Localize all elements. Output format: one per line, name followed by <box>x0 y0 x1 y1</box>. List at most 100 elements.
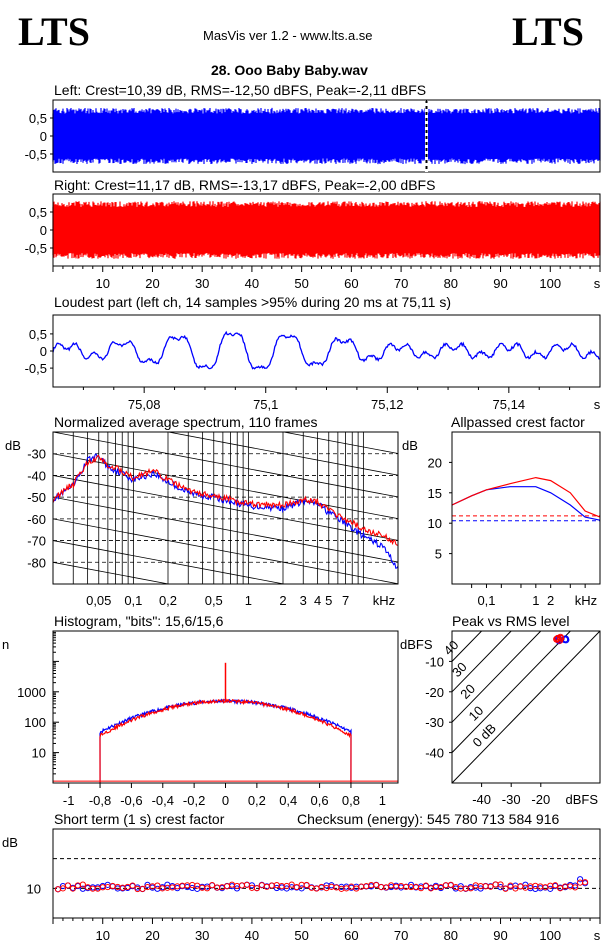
logo-right: LTS <box>512 9 584 54</box>
spectrum-ytick-label: -30 <box>27 447 46 462</box>
peak-vs-rms-ylabel: dBFS <box>400 637 433 652</box>
peak-vs-rms-xtick-label: -30 <box>502 792 521 807</box>
peak-vs-rms-xtick-label: -20 <box>531 792 550 807</box>
loudest-part-xtick-label: 75,14 <box>493 397 526 412</box>
spectrum-ytick-label: -80 <box>27 555 46 570</box>
short-term-point-right <box>492 881 499 888</box>
short-term-point-right <box>293 883 300 891</box>
peak-vs-rms-diagonals <box>451 630 601 784</box>
histogram-xtick-label: -0,6 <box>120 793 142 808</box>
short-term-point-right <box>577 879 584 886</box>
histogram-title: Histogram, "bits": 15,6/15,6 <box>54 613 224 629</box>
short-term-point-right <box>517 883 524 890</box>
short-term-point-right <box>373 881 380 889</box>
short-term-point-right <box>507 882 514 889</box>
short-term-point-left <box>577 876 584 883</box>
short-term-point-right <box>547 882 554 889</box>
allpassed-xtick-label: 0,1 <box>477 593 495 608</box>
spectrum-diagonal <box>397 432 398 433</box>
short-term-point-right <box>54 886 62 893</box>
spectrum-xtick-label: 0,05 <box>86 593 111 608</box>
right-waveform-xtick-label: 80 <box>444 276 458 291</box>
spectrum-xtick-label: 0,2 <box>159 593 177 608</box>
short-term-point-right <box>238 882 246 889</box>
allpassed-series-right <box>451 476 601 518</box>
short-term-point-right <box>253 885 260 892</box>
spectrum-diagonal <box>53 561 171 584</box>
short-term-point-right <box>447 881 454 888</box>
left-waveform-ytick-label: 0,5 <box>29 111 47 126</box>
short-term-point-right <box>69 885 76 892</box>
short-term-point-right <box>383 884 390 891</box>
allpassed-xtick-label: 1 <box>532 593 539 608</box>
histogram-ytick-label: 100 <box>24 715 46 730</box>
loudest-part-title: Loudest part (left ch, 14 samples >95% d… <box>54 294 452 310</box>
short-term-point-right <box>268 882 275 889</box>
short-term-point-right <box>442 882 449 889</box>
histogram-xtick-label: -0,8 <box>89 793 111 808</box>
short-term-point-right <box>298 881 305 888</box>
right-waveform-xtick-label: 50 <box>294 276 308 291</box>
spectrum-diagonal <box>53 496 398 563</box>
histogram-ylabel: n <box>2 637 9 652</box>
short-term-point-right <box>139 885 146 892</box>
short-term-point-right <box>482 883 489 890</box>
spectrum-xtick-label: 0,1 <box>124 593 142 608</box>
allpassed-ytick-label: 5 <box>435 547 442 562</box>
peak-vs-rms-xtick-label: -40 <box>472 792 491 807</box>
loudest-part-ytick-label: 0 <box>40 344 47 359</box>
spectrum-xtick-label: 5 <box>325 593 332 608</box>
short-term-point-right <box>497 881 504 888</box>
checksum-readout: Checksum (energy): 545 780 713 584 916 <box>297 811 560 827</box>
short-term-point-right <box>487 883 494 890</box>
short-term-point-right <box>194 882 201 889</box>
allpassed-ytick-label: 15 <box>428 486 442 501</box>
spectrum-xtick-label: 0,5 <box>205 593 223 608</box>
spectrum-xtick-label: 7 <box>342 593 349 608</box>
histogram-xtick-label: 0,8 <box>342 793 360 808</box>
spectrum-title: Normalized average spectrum, 110 frames <box>54 414 318 430</box>
short-term-point-right <box>223 883 231 890</box>
peak-vs-rms-diagonal <box>451 630 601 784</box>
histogram-frame <box>52 630 399 784</box>
allpassed-xtick-label: kHz <box>575 593 597 608</box>
short-term-ytick-label: 10 <box>27 881 41 896</box>
right-waveform-xtick-label: 30 <box>195 276 209 291</box>
left-waveform-title: Left: Crest=10,39 dB, RMS=-12,50 dBFS, P… <box>54 82 427 98</box>
spectrum-diagonal <box>53 606 398 671</box>
allpassed-ylabel: dB <box>402 438 418 453</box>
file-title: 28. Ooo Baby Baby.wav <box>211 62 368 78</box>
short-term-frame <box>52 828 601 919</box>
allpassed-crest-title: Allpassed crest factor <box>451 414 585 430</box>
spectrum-diagonal <box>53 432 398 498</box>
loudest-part-xtick-label: 75,08 <box>128 397 161 412</box>
short-term-point-right <box>552 882 559 889</box>
loudest-part-xtick-label: s <box>594 397 601 412</box>
right-waveform-xtick-label: 100 <box>539 276 561 291</box>
right-waveform-xtick-label: 70 <box>394 276 408 291</box>
short-term-point-right <box>204 885 211 892</box>
short-term-point-right <box>572 884 579 891</box>
histogram-xtick-label: 0,6 <box>311 793 329 808</box>
short-term-point-right <box>64 882 72 889</box>
histogram-series-right <box>99 698 352 784</box>
short-term-point-right <box>154 882 161 889</box>
spectrum-ytick-label: -70 <box>27 534 46 549</box>
allpassed-xtick-label: 2 <box>547 593 554 608</box>
loudest-part-xtick-label: 75,1 <box>253 397 278 412</box>
left-waveform-ytick-label: -0,5 <box>25 147 47 162</box>
spectrum-ylabel: dB <box>5 438 21 453</box>
short-term-point-left <box>233 885 241 892</box>
peak-vs-rms-diagonal <box>451 630 512 693</box>
right-waveform-xtick-label: 90 <box>493 276 507 291</box>
spectrum-diagonal <box>53 518 398 584</box>
allpassed-ytick-label: 20 <box>428 455 442 470</box>
peak-vs-rms-ytick-label: -10 <box>425 654 444 669</box>
short-term-point-right <box>422 882 430 889</box>
right-waveform-title: Right: Crest=11,17 dB, RMS=-13,17 dBFS, … <box>54 177 436 193</box>
short-term-xtick-label: 50 <box>294 928 308 943</box>
loudest-part-xtick-label: 75,12 <box>371 397 404 412</box>
spectrum-series-right <box>52 454 399 546</box>
short-term-point-right <box>209 882 216 889</box>
